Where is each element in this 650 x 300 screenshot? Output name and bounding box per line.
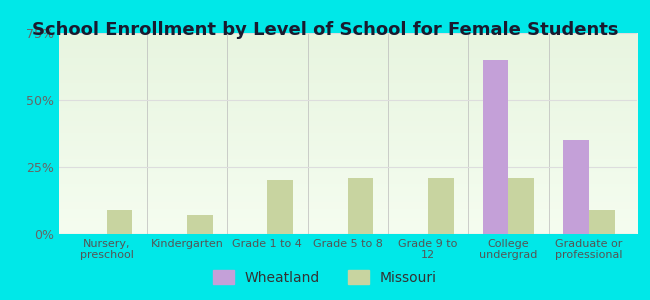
Bar <box>508 178 534 234</box>
Bar <box>563 140 589 234</box>
Bar <box>348 178 374 234</box>
Text: School Enrollment by Level of School for Female Students: School Enrollment by Level of School for… <box>32 21 618 39</box>
Bar <box>483 60 508 234</box>
Bar <box>267 180 293 234</box>
Bar <box>589 210 614 234</box>
Legend: Wheatland, Missouri: Wheatland, Missouri <box>207 264 443 290</box>
Bar <box>107 210 133 234</box>
Bar <box>428 178 454 234</box>
Bar <box>187 215 213 234</box>
